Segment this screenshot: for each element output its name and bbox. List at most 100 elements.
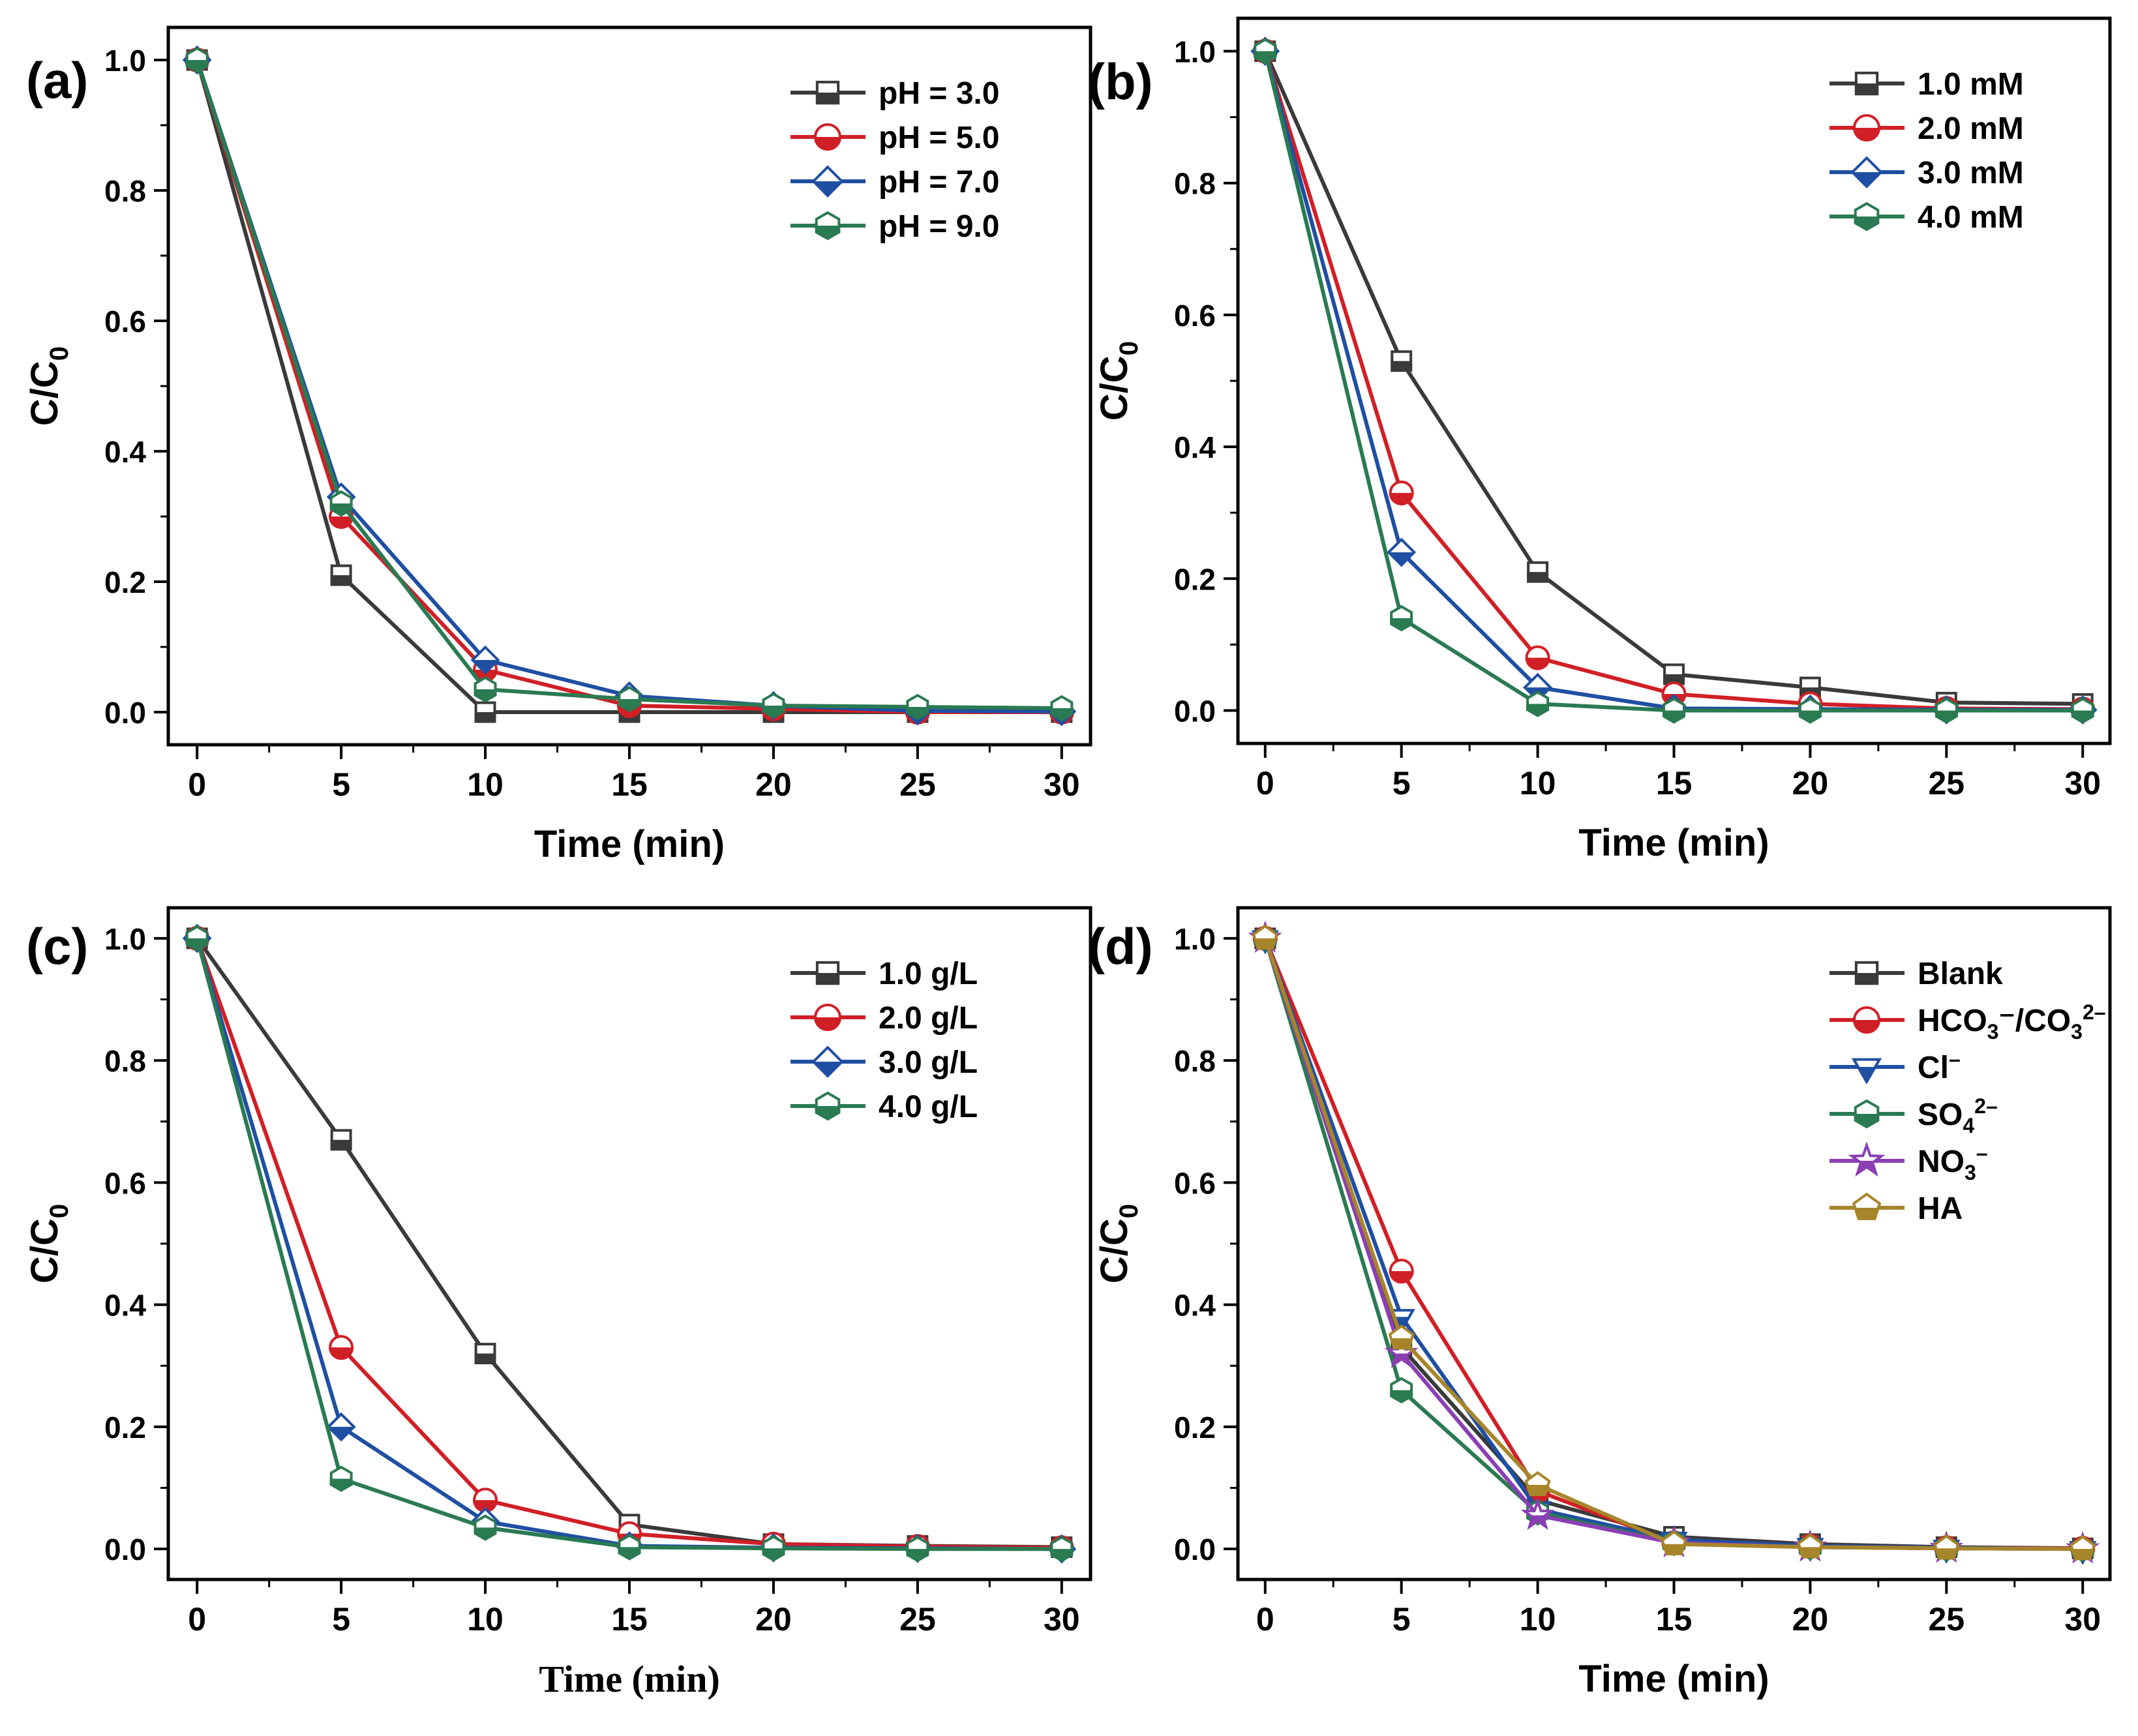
data-point-s5-4 — [1797, 1533, 1824, 1559]
data-point-s3-3-fill — [618, 1547, 641, 1561]
y-tick-label: 0.6 — [1174, 299, 1216, 333]
y-tick-label: 0.2 — [1174, 1411, 1216, 1444]
y-tick-label: 0.4 — [1174, 1289, 1216, 1323]
legend-marker-1-fill — [814, 137, 841, 151]
data-point-s2-1-fill — [1387, 552, 1416, 567]
legend-entry-1: HCO3⁻/CO32– — [1918, 1000, 2106, 1043]
data-point-s1-1-fill — [329, 516, 354, 529]
data-point-s0-2 — [474, 1343, 496, 1364]
y-tick-label: 0.0 — [1174, 1533, 1216, 1566]
series-line-0 — [1263, 50, 2083, 706]
legend-entry-2: 3.0 mM — [1918, 156, 2024, 190]
x-tick-label: 15 — [1656, 1601, 1693, 1638]
legend-marker-0-fill — [815, 973, 840, 985]
data-point-s1-1-fill — [1389, 492, 1414, 505]
data-point-s3-3 — [618, 685, 641, 713]
data-point-s0-1-fill — [1391, 361, 1413, 372]
legend-marker-3-fill — [815, 226, 841, 241]
data-point-s3-0 — [185, 46, 209, 74]
x-axis-label: Time (min) — [1578, 1658, 1769, 1700]
legend-entry-0: 1.0 mM — [1918, 67, 2024, 102]
x-tick-label: 5 — [332, 1601, 350, 1638]
x-tick-label: 5 — [332, 766, 350, 803]
data-point-s0-2-fill — [474, 1353, 496, 1364]
y-axis-label: C/C0 — [23, 1204, 74, 1283]
legend-entry-0: 1.0 g/L — [879, 957, 978, 991]
data-point-s3-3 — [618, 1534, 641, 1561]
y-tick-label: 1.0 — [104, 922, 146, 956]
legend-marker-3-fill — [815, 1106, 841, 1121]
legend-marker-0 — [1854, 961, 1879, 985]
legend-marker-1-fill — [814, 1017, 841, 1031]
series-line-3 — [195, 59, 1062, 710]
data-point-s5-2 — [1524, 1471, 1551, 1496]
legend-entry-3: pH = 9.0 — [879, 209, 999, 244]
data-point-s3-6 — [1050, 695, 1074, 722]
legend-marker-1-fill — [1853, 1020, 1880, 1034]
legend-marker-3-fill — [1854, 217, 1880, 232]
data-point-s5-5 — [1933, 1534, 1960, 1560]
data-point-s1-2-fill — [1525, 657, 1550, 670]
legend-marker-1-fill — [1853, 128, 1880, 142]
panel-c: (c) 0 5 10 15 20 25 30 0.0 0.2 0.4 0.6 0.8 1.0 Time (m… — [23, 906, 1092, 1700]
data-point-s1-1 — [329, 1335, 354, 1360]
legend-marker-5 — [1852, 1192, 1882, 1220]
data-point-s0-2-fill — [1527, 572, 1549, 583]
data-point-s4-2-fill — [1527, 1515, 1548, 1530]
legend-entry-3: SO42– — [1918, 1094, 1998, 1137]
panel-a: (a) 0 5 10 15 20 25 30 0.0 0.2 0.4 0.6 0.8 1.0 Time (m… — [23, 25, 1092, 865]
data-point-s2-1-fill — [326, 1426, 356, 1442]
data-point-s3-4 — [762, 692, 785, 719]
data-point-s0-2 — [474, 701, 496, 723]
y-tick-label: 0.4 — [104, 435, 146, 469]
data-point-s2-2 — [470, 645, 500, 675]
legend-marker-3 — [1854, 202, 1880, 232]
data-point-s1-1-fill — [1389, 1271, 1414, 1284]
data-point-s2-1 — [1387, 537, 1417, 567]
panel-label: (b) — [1088, 53, 1153, 110]
y-tick-label: 0.8 — [1174, 1044, 1216, 1078]
y-tick-label: 1.0 — [1174, 922, 1216, 956]
data-point-s3-0 — [1254, 38, 1277, 65]
y-tick-label: 0.8 — [1174, 167, 1216, 201]
x-tick-label: 10 — [467, 1601, 504, 1638]
x-tick-label: 15 — [611, 1601, 648, 1638]
x-tick-label: 20 — [1792, 765, 1829, 801]
y-tick-label: 0.0 — [104, 696, 146, 730]
data-point-s3-6-fill — [1050, 708, 1074, 722]
data-point-s3-2 — [474, 676, 497, 703]
data-point-s3-3 — [1663, 697, 1685, 724]
legend-entry-0: Blank — [1918, 957, 2003, 991]
series-line-3 — [1263, 50, 2083, 713]
legend-marker-0 — [1854, 71, 1879, 96]
data-point-s3-2-fill — [474, 689, 497, 703]
legend-marker-4-outline — [1848, 1141, 1886, 1177]
legend-entry-1: pH = 5.0 — [879, 121, 999, 155]
y-tick-label: 0.4 — [1174, 430, 1216, 464]
y-tick-label: 1.0 — [104, 44, 146, 78]
series-line-1 — [195, 59, 1062, 714]
legend-marker-5-fill — [1854, 1208, 1880, 1220]
legend-entry-3: 4.0 mM — [1918, 200, 2024, 235]
x-tick-label: 25 — [1929, 765, 1965, 801]
data-point-s1-1 — [1389, 480, 1414, 505]
data-point-s4-2 — [1520, 1497, 1555, 1530]
data-point-s0-1 — [330, 1129, 352, 1151]
data-point-s3-5-fill — [1935, 710, 1958, 724]
data-point-s3-6 — [2071, 697, 2094, 724]
legend-marker-3 — [815, 211, 841, 241]
panel-label: (d) — [1088, 918, 1153, 975]
x-tick-label: 25 — [1929, 1601, 1965, 1638]
data-point-s5-1-fill — [1389, 1338, 1413, 1350]
legend-marker-0-fill — [1854, 83, 1879, 96]
legend-entry-1: 2.0 g/L — [879, 1001, 978, 1036]
x-tick-label: 10 — [1520, 1601, 1556, 1638]
y-tick-label: 0.2 — [104, 565, 146, 599]
legend-marker-3 — [815, 1091, 841, 1121]
legend-marker-0-fill — [1854, 973, 1879, 985]
data-point-s3-4 — [762, 1535, 785, 1562]
data-point-s0-1 — [1391, 350, 1413, 372]
y-tick-label: 0.0 — [104, 1533, 146, 1566]
y-tick-label: 0.6 — [104, 1166, 146, 1200]
y-tick-label: 0.6 — [104, 305, 146, 338]
